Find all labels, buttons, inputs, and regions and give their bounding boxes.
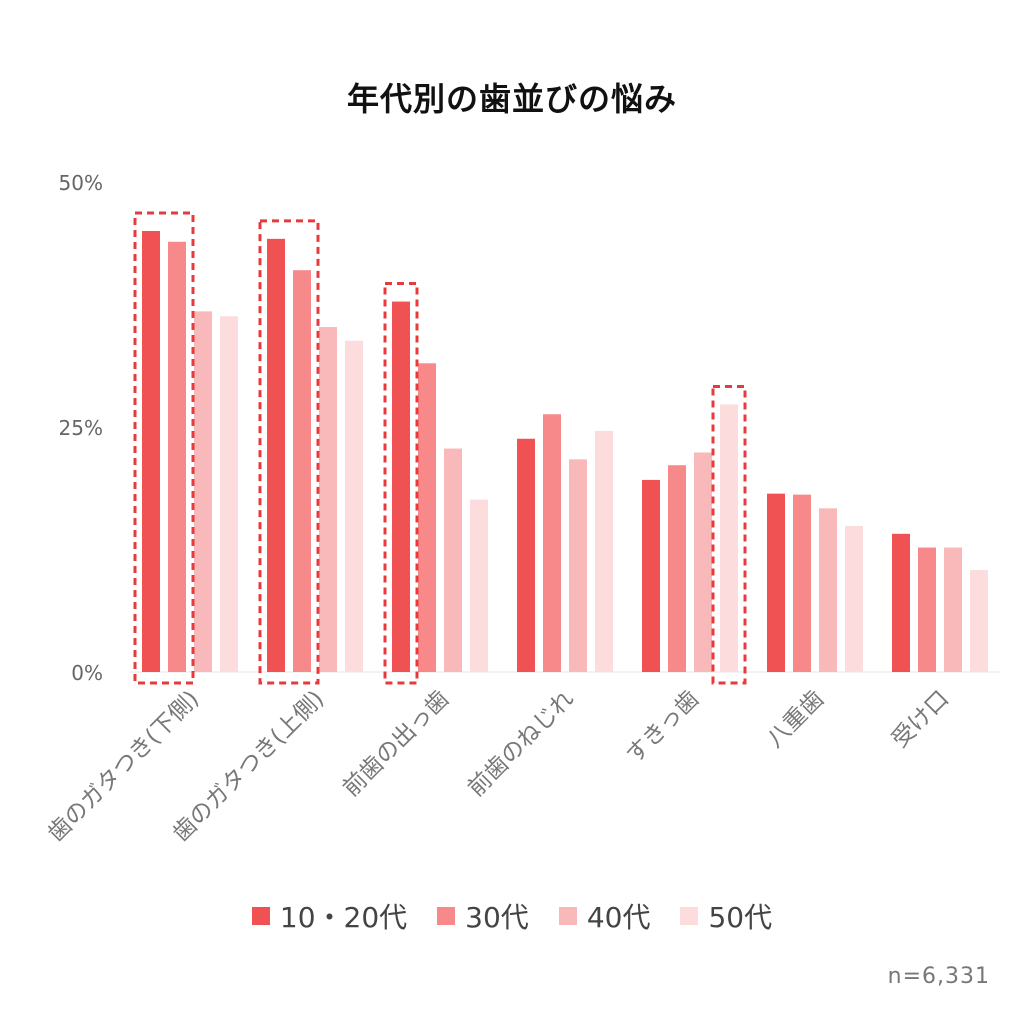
y-tick-label: 0% [71,661,103,685]
x-tick-label: 受け口 [887,686,954,753]
legend-swatch [558,907,577,925]
bar [267,238,285,672]
bar [444,448,462,672]
bar [345,340,363,672]
bar [793,494,811,672]
bar [642,479,660,672]
legend-label: 50代 [708,901,773,934]
legend-label: 40代 [586,901,651,934]
bar [767,493,785,672]
bar [720,404,738,672]
x-tick-label: 前歯の出っ歯 [338,686,454,802]
x-tick-label: 八重歯 [762,686,829,753]
highlight-box [711,384,747,685]
bar [668,465,686,672]
legend-item: 40代 [558,896,651,936]
bar [694,452,712,672]
y-tick-label: 50% [59,171,103,195]
bar [543,414,561,672]
bar-chart: 0%25%50%歯のガタつき(下側)歯のガタつき(上側) 前歯の出っ歯 前歯のねじれ… [43,171,1000,847]
bar [569,459,587,672]
bar [392,301,410,672]
sample-size-note: n=6,331 [887,964,990,989]
bar [918,547,936,672]
bar [892,533,910,672]
bar [470,499,488,672]
bar [819,508,837,672]
bar [293,270,311,672]
y-tick-label: 25% [59,416,103,440]
x-tick-label: 前歯のねじれ [463,686,579,802]
bar [142,231,160,672]
bar [517,438,535,672]
bar [168,241,186,672]
legend-swatch [680,907,699,925]
bar [944,547,962,672]
bar [319,327,337,672]
legend-label: 30代 [465,901,529,934]
highlight-box [383,282,419,685]
bar [418,363,436,672]
x-tick-label: すきっ歯 [621,686,704,769]
legend-item: 30代 [437,896,529,936]
bar [220,316,238,672]
legend-item: 50代 [680,896,772,936]
chart-title: 年代別の歯並びの悩み [346,80,677,118]
bar [595,430,613,672]
bar [970,570,988,672]
bar [845,525,863,672]
legend-swatch [251,907,270,925]
highlight-box [258,219,320,685]
legend-swatch [437,907,456,925]
legend-item: 10・20代 [251,896,408,936]
highlight-box [133,211,195,685]
legend-label: 10・20代 [279,901,408,934]
chart-legend: 10・20代 30代 40代 50代 [0,896,1024,936]
bar [194,311,212,672]
